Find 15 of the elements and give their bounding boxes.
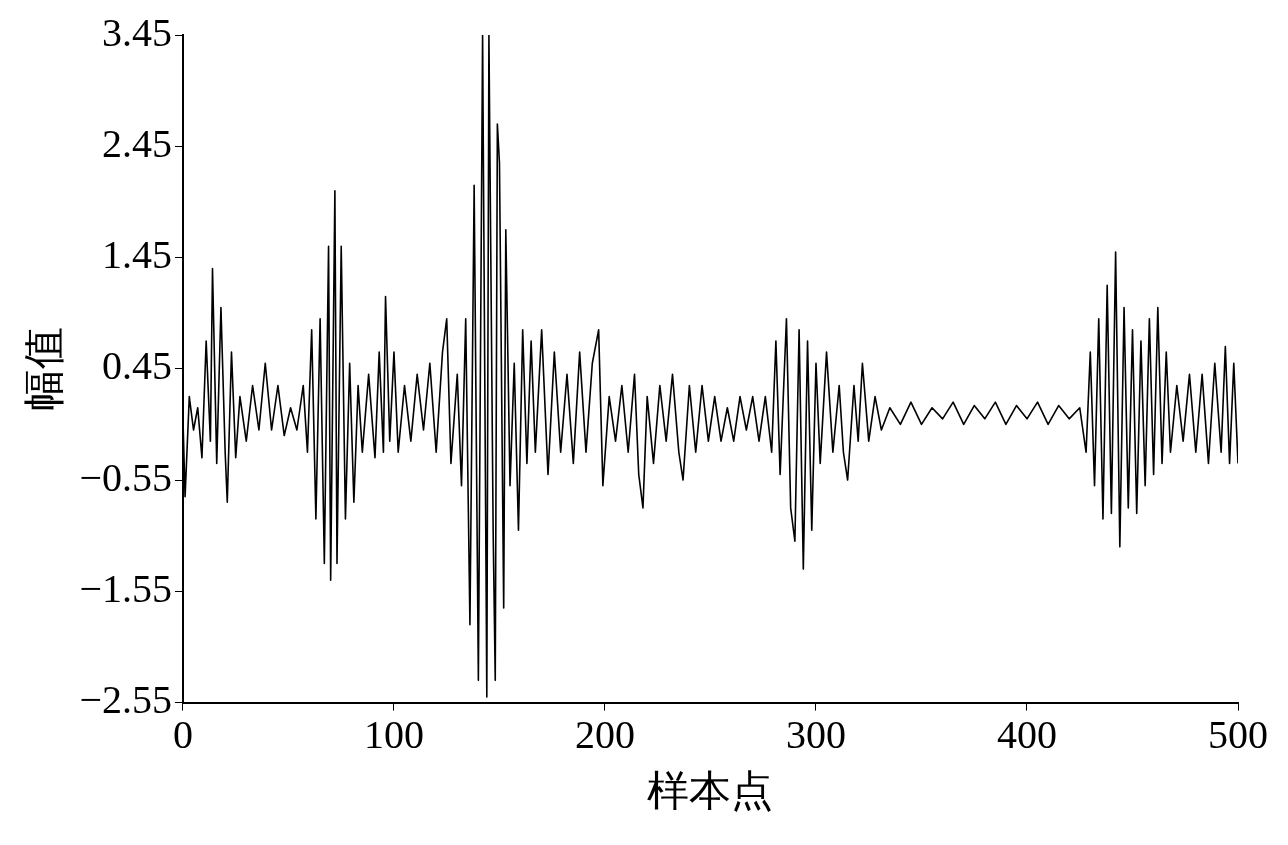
x-tick-label: 100 bbox=[363, 712, 424, 758]
y-tick-label: 2.45 bbox=[101, 120, 172, 166]
x-tick-label: 200 bbox=[574, 712, 635, 758]
x-tick-label: 300 bbox=[785, 712, 846, 758]
y-axis-title: 幅值 bbox=[21, 326, 68, 411]
y-tick-label: 0.45 bbox=[101, 343, 172, 389]
y-tick-label: −2.55 bbox=[79, 677, 172, 723]
y-tick-label: −1.55 bbox=[79, 565, 172, 611]
y-tick-label: 1.45 bbox=[101, 232, 172, 278]
y-tick-label: −0.55 bbox=[79, 454, 172, 500]
x-axis-title: 样本点 bbox=[647, 767, 774, 814]
x-tick-label: 0 bbox=[172, 712, 193, 758]
x-tick-label: 400 bbox=[996, 712, 1057, 758]
x-tick-label: 500 bbox=[1208, 712, 1268, 758]
y-tick-label: 3.45 bbox=[101, 9, 172, 55]
